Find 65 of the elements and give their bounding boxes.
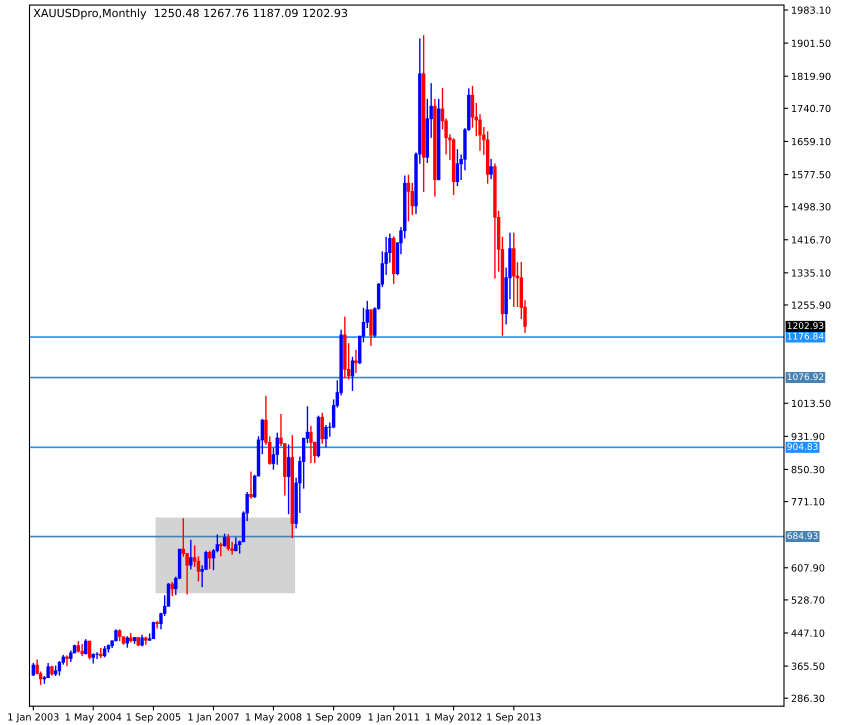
x-tick-label: 1 May 2012	[426, 713, 482, 723]
ref-line-label: 684.93	[787, 532, 818, 540]
y-tick-label: 607.90	[792, 564, 824, 572]
candlestick	[208, 550, 212, 570]
x-tick-label: 1 Sep 2009	[306, 713, 361, 723]
candlestick	[114, 628, 118, 642]
candlestick	[152, 620, 156, 640]
y-tick-label: 1577.50	[792, 171, 830, 178]
ref-line-label: 1076.92	[788, 373, 824, 380]
y-tick-label: 1255.90	[792, 301, 830, 309]
candlestick	[80, 643, 84, 657]
y-tick-label: 1740.70	[792, 104, 830, 112]
candlestick	[320, 412, 324, 444]
x-tick-label: 1 May 2008	[246, 713, 302, 723]
candlestick	[189, 539, 193, 570]
candlestick	[354, 349, 358, 374]
ref-line-label: 904.83	[787, 443, 818, 450]
candlestick	[286, 444, 290, 515]
candlestick	[65, 654, 69, 667]
candlestick	[92, 652, 95, 664]
y-tick-label: 850.30	[792, 466, 824, 474]
y-tick-label: 1335.10	[792, 269, 830, 277]
candlestick	[126, 636, 130, 648]
y-tick-label: 1901.50	[792, 40, 830, 47]
y-tick-label: 286.30	[792, 694, 824, 702]
candlestick	[222, 532, 226, 548]
x-tick-label: 1 May 2004	[66, 713, 122, 723]
candlestick	[88, 640, 92, 660]
chart-title: XAUUSDpro,Monthly 1250.48 1267.76 1187.09 1202.93	[34, 8, 348, 20]
candlestick	[276, 432, 279, 466]
candlestick	[76, 640, 80, 654]
candlestick	[84, 638, 88, 656]
candlestick	[54, 664, 58, 677]
candlestick	[226, 533, 230, 552]
candlestick	[309, 425, 313, 464]
y-tick-label: 365.50	[792, 662, 824, 670]
text: 1202.93	[788, 322, 824, 330]
candlestick	[32, 662, 36, 677]
x-tick-label: 1 Sep 2013	[487, 713, 541, 723]
y-tick-label: 931.90	[792, 432, 824, 440]
y-tick-label: 1819.90	[792, 72, 830, 80]
candlestick	[129, 632, 132, 644]
x-tick-label: 1 Jan 2011	[368, 713, 419, 722]
candlestick	[102, 645, 106, 658]
y-tick-label: 1416.70	[792, 236, 830, 244]
ref-line-label: 1176.84	[788, 332, 824, 340]
candlestick	[170, 581, 174, 597]
x-tick-label: 1 Jan 2003	[8, 713, 59, 722]
y-tick-label: 771.10	[792, 498, 824, 506]
y-tick-label: 1498.30	[792, 203, 830, 210]
candlestick	[50, 665, 54, 676]
candlestick	[95, 651, 99, 660]
x-tick-label: 1 Sep 2005	[126, 713, 180, 723]
y-tick-label: 1983.10	[792, 6, 830, 14]
candlestick	[99, 647, 102, 659]
candlestick	[118, 628, 122, 642]
candlestick	[456, 148, 460, 187]
candlestick	[234, 536, 238, 552]
candlestick	[489, 158, 493, 180]
y-tick-label: 528.70	[792, 596, 824, 604]
y-tick-label: 1013.50	[792, 400, 830, 408]
x-tick-label: 1 Jan 2007	[188, 713, 239, 722]
candlestick	[140, 634, 144, 648]
y-tick-label: 1659.10	[792, 138, 830, 146]
y-tick-label: 447.10	[791, 629, 824, 637]
